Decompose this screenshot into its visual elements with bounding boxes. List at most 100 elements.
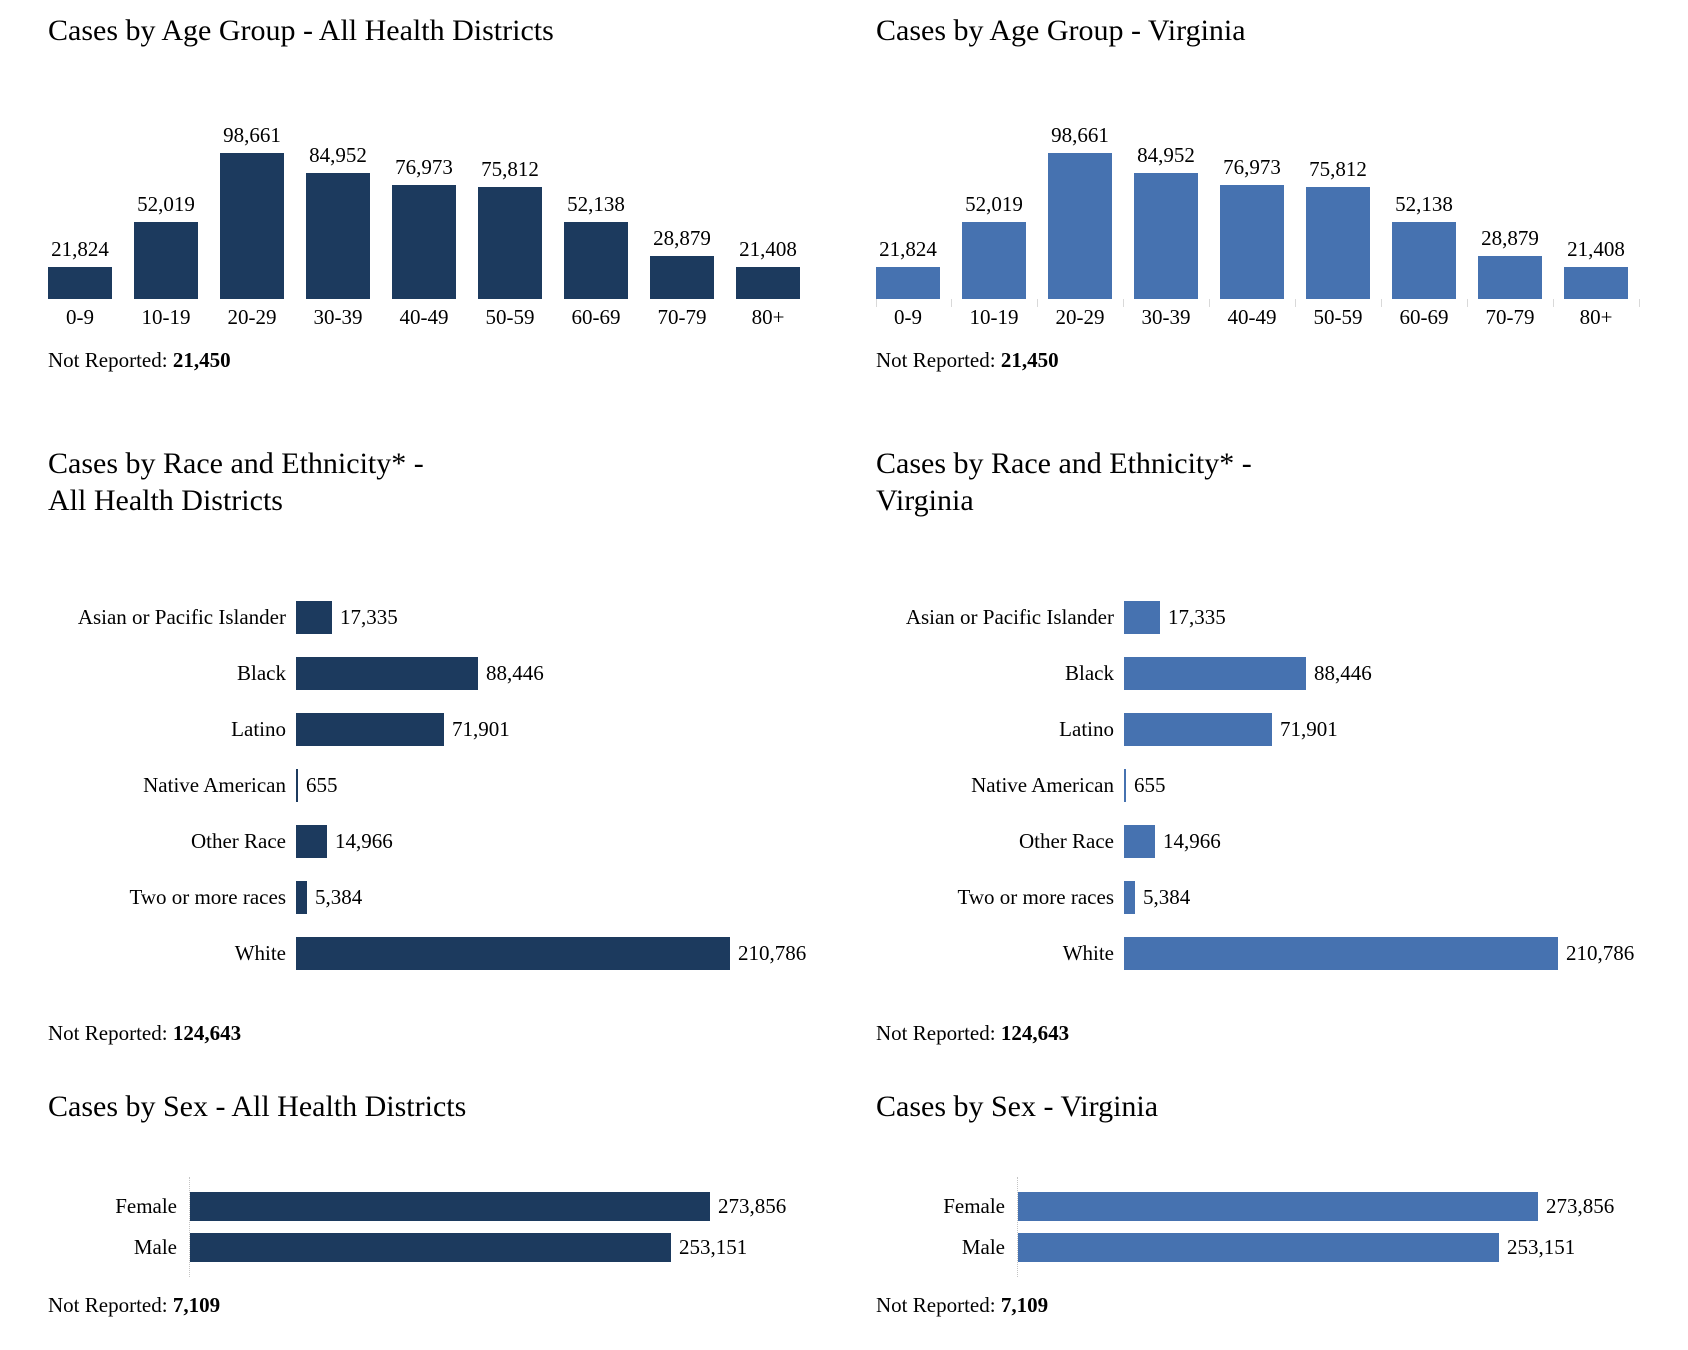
not-reported: Not Reported: 21,450 [48, 348, 830, 373]
bar-value-label: 273,856 [1546, 1194, 1615, 1218]
row-label: White [1062, 940, 1114, 965]
chart-title: Cases by Race and Ethnicity* - Virginia [876, 447, 1252, 517]
bar-column: 75,812 [478, 157, 542, 299]
bar-row: Asian or Pacific Islander 17,335 [48, 589, 830, 645]
not-reported-label: Not Reported: [48, 348, 173, 372]
bar-value-label: 210,786 [1566, 940, 1635, 965]
bar-value-label: 253,151 [1507, 1235, 1576, 1259]
category-label: 0-9 [66, 305, 94, 329]
not-reported: Not Reported: 124,643 [876, 1021, 1658, 1046]
bar-value-label: 28,879 [1481, 226, 1539, 250]
bar [1134, 173, 1198, 299]
bar-column: 84,952 [1134, 143, 1198, 299]
bar-column: 75,812 [1306, 157, 1370, 299]
bar-column: 52,138 [1392, 192, 1456, 299]
bar [1124, 712, 1272, 746]
bar [190, 1233, 671, 1262]
chart-race-virginia: Cases by Race and Ethnicity* - Virginia As… [876, 385, 1658, 1060]
sex-chart: Female Male 273,856 253,151 [48, 1177, 830, 1277]
bar-column: 98,661 [220, 123, 284, 299]
category-label: 80+ [1579, 305, 1613, 329]
bar-row: 273,856 [1018, 1186, 1614, 1227]
bar-value-label: 76,973 [1223, 155, 1281, 179]
row-label: Black [237, 660, 286, 685]
bar-column: 76,973 [1220, 155, 1284, 299]
bar-row: 253,151 [1018, 1227, 1614, 1268]
bar-value-label: 210,786 [738, 940, 807, 965]
not-reported: Not Reported: 124,643 [48, 1021, 830, 1046]
bar-row: Latino 71,901 [48, 701, 830, 757]
bar-value-label: 655 [1134, 772, 1166, 797]
bar-value-label: 14,966 [1163, 828, 1221, 853]
bar-row: White 210,786 [48, 925, 830, 981]
bar-value-label: 75,812 [1309, 157, 1367, 181]
category-label: 60-69 [571, 305, 621, 329]
category-label: 30-39 [313, 305, 363, 329]
column-chart: 21,824 52,019 98,661 84,952 76,973 75,812 52,1… [876, 107, 1658, 330]
row-label: Latino [231, 716, 286, 741]
bar-value-label: 21,408 [1567, 237, 1625, 261]
bar-value-label: 21,408 [739, 237, 797, 261]
bar [134, 222, 198, 299]
bar [1124, 600, 1160, 634]
category-label: 70-79 [1485, 305, 1535, 329]
bar [1124, 936, 1558, 970]
bar [736, 267, 800, 299]
chart-race-all-districts: Cases by Race and Ethnicity* - All Health… [48, 385, 830, 1060]
bar [1392, 222, 1456, 299]
race-chart: Asian or Pacific Islander 17,335 Black 88,4… [48, 589, 830, 981]
bar-row: Black 88,446 [48, 645, 830, 701]
category-label: 70-79 [657, 305, 707, 329]
row-label: Native American [971, 772, 1114, 797]
bar-row: Native American 655 [48, 757, 830, 813]
bar-column: 76,973 [392, 155, 456, 299]
bar [1018, 1192, 1538, 1221]
bar-row: Other Race 14,966 [48, 813, 830, 869]
bar-value-label: 17,335 [1168, 604, 1226, 629]
bar [1124, 880, 1135, 914]
bar-value-label: 88,446 [1314, 660, 1372, 685]
row-label: Black [1065, 660, 1114, 685]
bar-row: Two or more races 5,384 [48, 869, 830, 925]
not-reported-value: 124,643 [172, 1021, 242, 1045]
chart-age-virginia: Cases by Age Group - Virginia 21,824 52,01… [876, 0, 1658, 385]
bar [564, 222, 628, 299]
row-label: Asian or Pacific Islander [905, 604, 1114, 629]
row-label: Asian or Pacific Islander [77, 604, 286, 629]
bar [296, 880, 307, 914]
bar [296, 824, 327, 858]
bar-column: 21,408 [1564, 237, 1628, 299]
category-label: 20-29 [227, 305, 277, 329]
bar-value-label: 88,446 [486, 660, 544, 685]
bar-value-label: 75,812 [481, 157, 539, 181]
bar-value-label: 98,661 [223, 123, 281, 147]
category-label: 50-59 [485, 305, 535, 329]
row-label: Two or more races [129, 884, 286, 909]
bar [1018, 1233, 1499, 1262]
bar-value-label: 52,138 [1395, 192, 1453, 216]
category-label: 40-49 [399, 305, 449, 329]
not-reported: Not Reported: 7,109 [48, 1293, 830, 1318]
bars-area: 21,824 52,019 98,661 84,952 76,973 75,812 52,1… [876, 107, 1658, 299]
bar [296, 936, 730, 970]
bar-value-label: 253,151 [679, 1235, 748, 1259]
bar-value-label: 76,973 [395, 155, 453, 179]
bar-column: 52,019 [962, 192, 1026, 299]
not-reported-value: 124,643 [1000, 1021, 1070, 1045]
bar [1048, 153, 1112, 299]
bar [1124, 656, 1306, 690]
bar-value-label: 14,966 [335, 828, 393, 853]
bar-value-label: 52,019 [965, 192, 1023, 216]
category-label: 10-19 [969, 305, 1019, 329]
bars-area: 273,856 253,151 [189, 1177, 786, 1277]
bar [296, 768, 298, 802]
bar [306, 173, 370, 299]
row-label: Female [943, 1194, 1005, 1218]
bar [1306, 187, 1370, 299]
bar-row: Asian or Pacific Islander 17,335 [876, 589, 1658, 645]
bar-value-label: 84,952 [1137, 143, 1195, 167]
bar [1124, 768, 1126, 802]
row-label: Male [961, 1235, 1005, 1259]
bar-row: Black 88,446 [876, 645, 1658, 701]
